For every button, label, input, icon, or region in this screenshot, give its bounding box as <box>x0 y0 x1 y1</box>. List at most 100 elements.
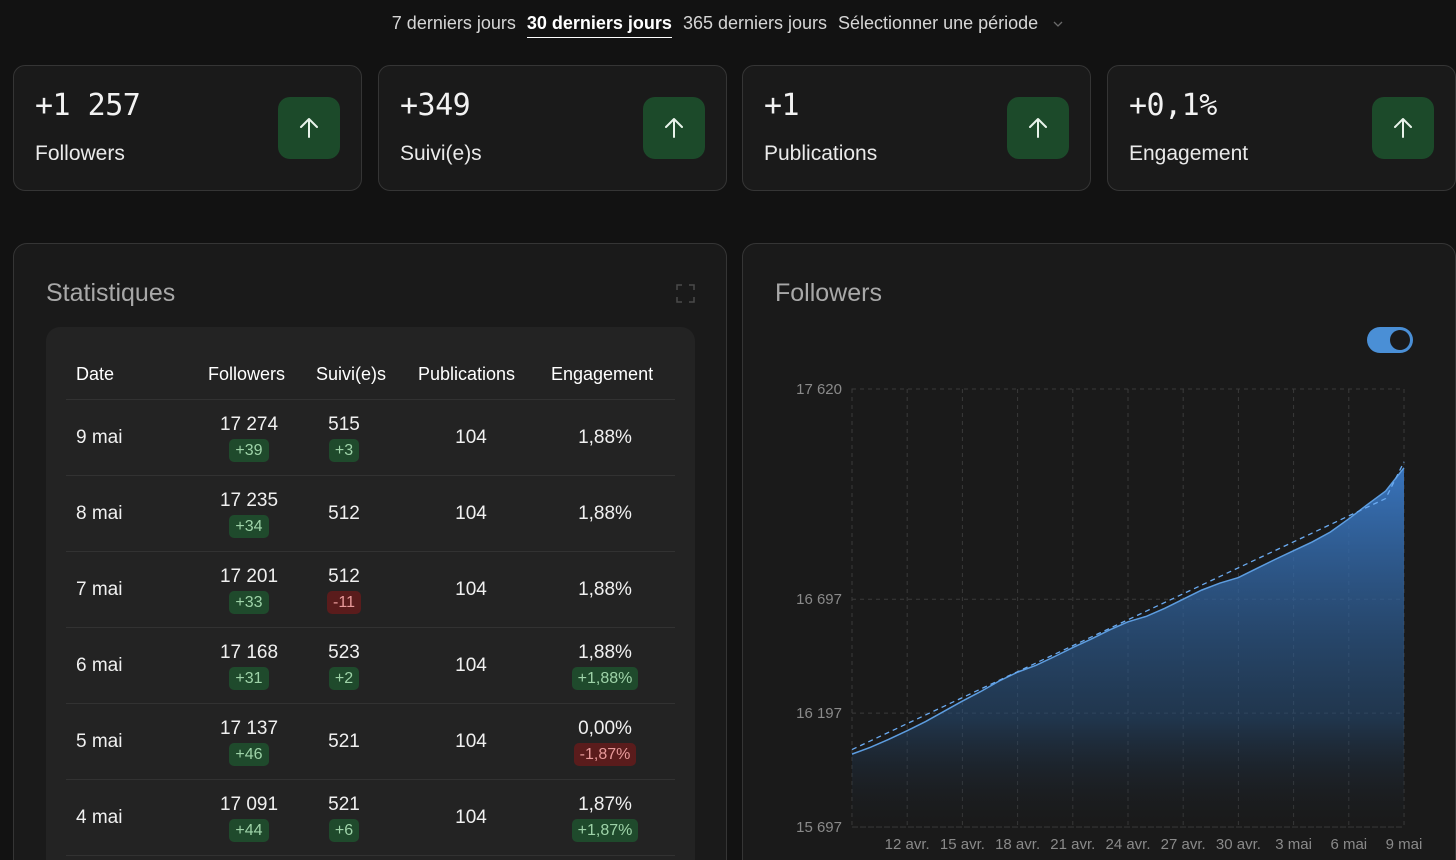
trend-line <box>851 461 1405 751</box>
col-following: Suivi(e)s <box>316 364 387 384</box>
stat-card-publications: +1 Publications <box>742 65 1091 191</box>
x-tick-label: 24 avr. <box>1105 836 1150 853</box>
row-date: 5 mai <box>76 731 123 752</box>
row-following: 523 <box>328 642 360 663</box>
y-tick-label: 15 697 <box>796 819 842 836</box>
followers-delta-badge: +34 <box>229 515 269 538</box>
col-followers: Followers <box>208 364 286 384</box>
x-tick-label: 27 avr. <box>1161 836 1206 853</box>
toggle-knob <box>1390 330 1410 350</box>
row-publications: 104 <box>455 731 487 752</box>
stat-label: Suivi(e)s <box>400 142 482 165</box>
expand-icon[interactable] <box>676 284 695 303</box>
row-date: 7 mai <box>76 579 123 600</box>
stat-value: +1 <box>764 88 800 123</box>
stats-panel: Statistiques Date Followers Suivi(e)s Pu… <box>13 243 727 860</box>
stat-label: Engagement <box>1129 142 1249 165</box>
stat-card-engagement: +0,1% Engagement <box>1107 65 1456 191</box>
x-tick-label: 21 avr. <box>1050 836 1095 853</box>
y-tick-label: 17 620 <box>796 381 842 398</box>
table-row: 6 mai 17 168 +31 523 +2 104 1,88% +1,88% <box>66 628 675 704</box>
col-publications: Publications <box>418 364 516 384</box>
tab-30-days[interactable]: 30 derniers jours <box>526 13 672 38</box>
followers-delta-badge: +31 <box>229 667 269 690</box>
y-tick-label: 16 697 <box>796 591 842 608</box>
trend-badge <box>643 97 705 159</box>
following-delta-badge: +6 <box>328 819 360 842</box>
arrow-up-icon <box>1394 118 1412 138</box>
row-date: 6 mai <box>76 655 123 676</box>
followers-delta-badge: +39 <box>229 439 269 462</box>
select-period-dropdown[interactable]: Sélectionner une période <box>838 13 1064 37</box>
row-publications: 104 <box>455 655 487 676</box>
arrow-up-icon <box>300 118 318 138</box>
engagement-delta-badge: -1,87% <box>573 743 637 766</box>
x-tick-label: 18 avr. <box>995 836 1040 853</box>
row-following: 512 <box>328 503 360 524</box>
row-engagement: 0,00% <box>578 718 632 739</box>
x-tick-label: 12 avr. <box>885 836 930 853</box>
tab-365-days[interactable]: 365 derniers jours <box>682 13 828 33</box>
stat-cards: +1 257 Followers +349 Suivi(e)s +1 Publi… <box>13 65 1456 191</box>
row-engagement: 1,88% <box>578 579 632 600</box>
row-publications: 104 <box>455 579 487 600</box>
row-date: 9 mai <box>76 427 123 448</box>
row-followers: 17 137 <box>219 718 279 739</box>
stat-card-following: +349 Suivi(e)s <box>378 65 727 191</box>
stat-label: Publications <box>764 142 878 165</box>
tab-7-days[interactable]: 7 derniers jours <box>391 13 516 33</box>
stat-value: +0,1% <box>1129 88 1217 123</box>
row-engagement: 1,87% <box>578 794 632 815</box>
stats-table: Date Followers Suivi(e)s Publications En… <box>46 327 695 860</box>
table-row: 7 mai 17 201 +33 512 -11 104 1,88% <box>66 552 675 628</box>
engagement-delta-badge: +1,88% <box>571 667 639 690</box>
arrow-up-icon <box>1029 118 1047 138</box>
row-followers: 17 235 <box>219 490 279 511</box>
row-following: 512 <box>328 566 360 587</box>
row-date: 8 mai <box>76 503 123 524</box>
row-followers: 17 168 <box>219 642 279 663</box>
arrow-up-icon <box>665 118 683 138</box>
row-publications: 104 <box>455 503 487 524</box>
followers-delta-badge: +33 <box>229 591 269 614</box>
followers-delta-badge: +44 <box>229 819 269 842</box>
table-row: 8 mai 17 235 +34 512 104 1,88% <box>66 476 675 552</box>
trend-badge <box>1372 97 1434 159</box>
col-date: Date <box>76 364 115 384</box>
row-following: 521 <box>328 731 360 752</box>
y-tick-label: 16 197 <box>796 705 842 722</box>
chart-toggle[interactable] <box>1367 327 1413 353</box>
x-tick-label: 6 mai <box>1330 836 1367 853</box>
table-row: 5 mai 17 137 +46 521 104 0,00% -1,87% <box>66 704 675 780</box>
following-delta-badge: -11 <box>327 591 361 614</box>
trend-badge <box>1007 97 1069 159</box>
x-tick-label: 15 avr. <box>940 836 985 853</box>
table-row: 9 mai 17 274 +39 515 +3 104 1,88% <box>66 400 675 476</box>
row-publications: 104 <box>455 427 487 448</box>
followers-delta-badge: +46 <box>229 743 269 766</box>
row-followers: 17 274 <box>219 414 279 435</box>
row-followers: 17 201 <box>219 566 279 587</box>
following-delta-badge: +2 <box>328 667 360 690</box>
x-tick-label: 9 mai <box>1386 836 1423 853</box>
stat-card-followers: +1 257 Followers <box>13 65 362 191</box>
followers-line <box>851 467 1405 755</box>
row-date: 4 mai <box>76 807 123 828</box>
stat-value: +1 257 <box>35 88 141 123</box>
table-header: Date Followers Suivi(e)s Publications En… <box>66 327 675 400</box>
row-engagement: 1,88% <box>578 427 632 448</box>
x-tick-label: 3 mai <box>1275 836 1312 853</box>
followers-chart-panel: Followers 15 697 16 197 16 697 17 620 12 avr… <box>742 243 1456 860</box>
stat-label: Followers <box>35 142 125 165</box>
stat-value: +349 <box>400 88 471 123</box>
row-engagement: 1,88% <box>578 642 632 663</box>
row-following: 515 <box>328 414 360 435</box>
row-followers: 17 091 <box>219 794 279 815</box>
stats-panel-title: Statistiques <box>46 279 176 307</box>
chart-panel-title: Followers <box>775 279 882 307</box>
followers-chart: 15 697 16 197 16 697 17 620 12 avr. 15 avr. 18… <box>796 381 1423 853</box>
trend-badge <box>278 97 340 159</box>
period-selector: 7 derniers jours 30 derniers jours 365 d… <box>0 12 1456 38</box>
x-tick-label: 30 avr. <box>1216 836 1261 853</box>
